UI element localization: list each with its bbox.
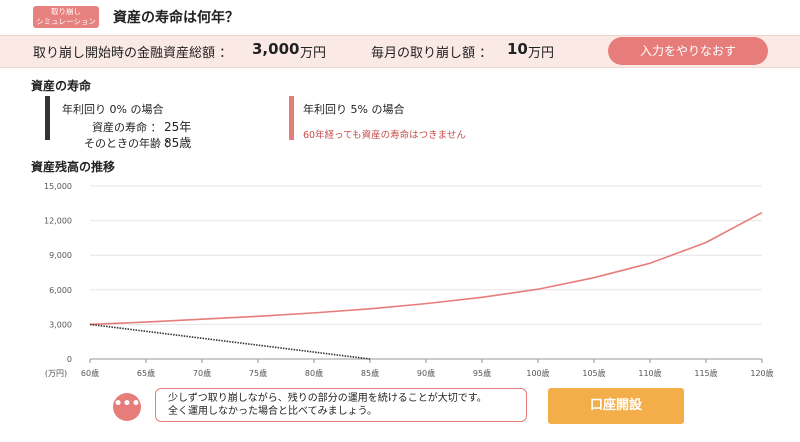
- badge-line2: シミュレーション: [36, 17, 96, 26]
- redo-input-button[interactable]: 入力をやりなおす: [608, 37, 768, 65]
- monthly-withdrawal-label: 毎月の取り崩し額 ：: [371, 46, 493, 61]
- x-tick-label: 65歳: [137, 368, 155, 378]
- y-unit-label: (万円): [45, 369, 67, 378]
- chat-bubble-icon: •••: [113, 393, 141, 421]
- x-tick-label: 115歳: [694, 368, 717, 378]
- x-tick-label: 120歳: [750, 368, 773, 378]
- initial-assets-unit: 万円: [300, 46, 327, 61]
- asset-balance-chart: 0 3,000 6,000 9,000 12,000 15,000 60歳 65歳 70歳 75歳…: [44, 182, 774, 378]
- x-tick-label: 60歳: [81, 368, 99, 378]
- scenario-5-marker: [289, 96, 294, 140]
- scenario-5-label: 年利回り 5% の場合: [303, 103, 405, 116]
- top-bar: 取り崩し シミュレーション 資産の寿命は何年？: [0, 0, 800, 34]
- y-tick-label: 0: [67, 355, 72, 364]
- lifespan-title: 資産の寿命: [31, 79, 92, 93]
- x-tick-label: 85歳: [361, 368, 379, 378]
- x-tick-label: 95歳: [473, 368, 491, 378]
- scenario-5-note: 60年経っても資産の寿命はつきません: [303, 130, 466, 141]
- badge-line1: 取り崩し: [51, 7, 81, 16]
- monthly-withdrawal-unit: 万円: [528, 46, 555, 61]
- x-tick-label: 105歳: [582, 368, 605, 378]
- x-tick-label: 75歳: [249, 368, 267, 378]
- summary-bar: 取り崩し開始時の金融資産総額 ： 3,000 万円 毎月の取り崩し額 ： 10 …: [0, 35, 800, 68]
- open-account-button[interactable]: 口座開設: [548, 388, 684, 424]
- lifespan-value: 25年: [164, 120, 192, 134]
- page-title: 資産の寿命は何年？: [113, 10, 239, 26]
- age-value: 85歳: [164, 136, 192, 150]
- advice-box: 少しずつ取り崩しながら、残りの部分の運用を続けることが大切です。 全く運用しなか…: [155, 388, 527, 422]
- y-tick-label: 15,000: [44, 182, 72, 191]
- advice-line1: 少しずつ取り崩しながら、残りの部分の運用を続けることが大切です。: [168, 393, 487, 404]
- y-tick-label: 6,000: [49, 286, 72, 295]
- lifespan-label: 資産の寿命 ：: [92, 121, 162, 134]
- series-line-1: [89, 323, 371, 360]
- monthly-withdrawal-value: 10: [507, 40, 528, 58]
- age-label: そのときの年齢 ：: [84, 137, 176, 150]
- advice-line2: 全く運用しなかった場合と比べてみましょう。: [168, 406, 377, 417]
- y-tick-label: 12,000: [44, 217, 72, 226]
- x-tick-label: 80歳: [305, 368, 323, 378]
- series-line-0: [89, 211, 763, 326]
- x-tick-label: 110歳: [638, 368, 661, 378]
- balance-title: 資産残高の推移: [31, 160, 116, 174]
- scenario-0-label: 年利回り 0% の場合: [62, 103, 164, 116]
- x-tick-label: 100歳: [526, 368, 549, 378]
- simulation-badge: 取り崩し シミュレーション: [33, 6, 99, 28]
- x-tick-label: 70歳: [193, 368, 211, 378]
- x-tick-label: 90歳: [417, 368, 435, 378]
- scenario-0-marker: [45, 96, 50, 140]
- y-tick-label: 9,000: [49, 251, 72, 260]
- y-tick-label: 3,000: [49, 320, 72, 329]
- initial-assets-label: 取り崩し開始時の金融資産総額 ：: [33, 46, 233, 61]
- initial-assets-value: 3,000: [252, 40, 300, 58]
